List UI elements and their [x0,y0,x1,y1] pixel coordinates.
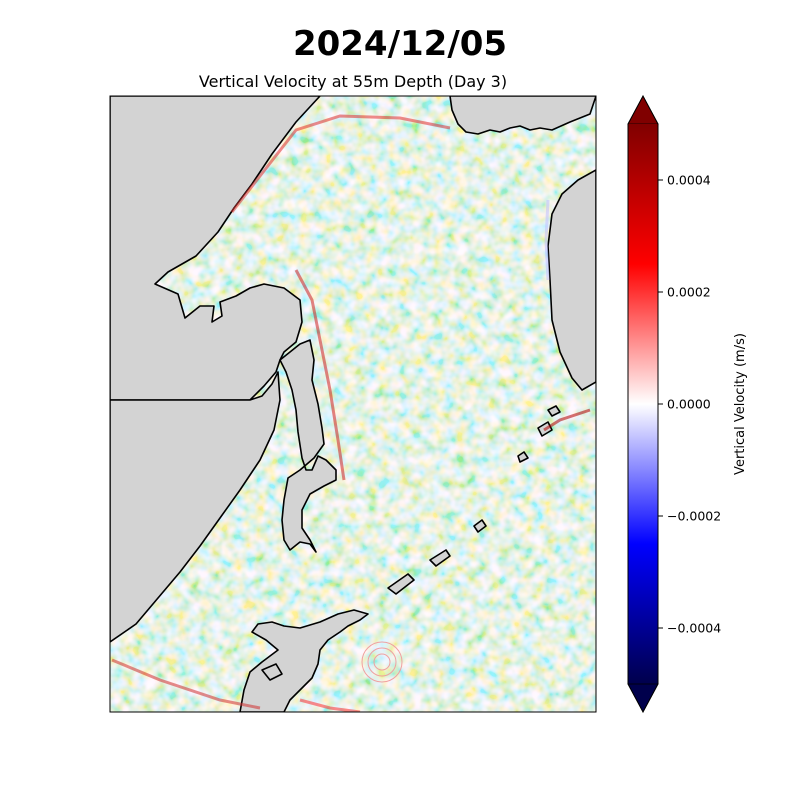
map-axes [110,96,596,712]
colorbar-tick-label: −0.0004 [667,621,721,636]
land-north-coast [449,96,596,135]
north-coast-strip [230,114,451,213]
land-mainland-west [110,371,281,643]
land-kamchatka [547,169,596,391]
colorbar-tick-label: 0.0000 [667,397,711,412]
sakhalin-coast-strip [294,269,346,481]
kuril-strip [543,408,591,432]
kamchatka-coast-strip [544,199,550,281]
colorbar-ticks: 0.0004 0.0002 0.0000 −0.0002 −0.0004 [658,173,721,636]
eddy [361,641,403,683]
colorbar-extend-top [627,95,659,125]
map-frame [109,95,597,713]
land-kuril-island-1 [547,405,561,417]
land-kuril-island-7 [261,663,283,681]
land-peninsula-east-sakhalin [279,339,337,553]
land-kuril-island-4 [473,519,487,533]
south-strip-2 [299,698,361,712]
coastal-features [111,114,591,712]
land-kuril-island-6 [387,573,415,595]
south-coast-strip [111,658,261,710]
colorbar-tick-label: −0.0002 [667,509,721,524]
colorbar-tick-label: 0.0002 [667,285,711,300]
colorbar-tick-label: 0.0004 [667,173,711,188]
map-title: Vertical Velocity at 55m Depth (Day 3) [198,72,508,91]
land-hokkaido [239,609,369,712]
colorbar: 0.0004 0.0002 0.0000 −0.0002 −0.0004 Vertica… [627,94,748,714]
land-kuril-island-3 [517,451,529,463]
colorbar-label: Vertical Velocity (m/s) [733,333,748,475]
colorbar-outline [627,94,659,714]
colorbar-extend-bottom [627,683,659,713]
figure-title: 2024/12/05 [292,24,508,64]
land [110,96,596,712]
land-kuril-island-5 [429,549,451,567]
colorbar-gradient [628,124,658,684]
